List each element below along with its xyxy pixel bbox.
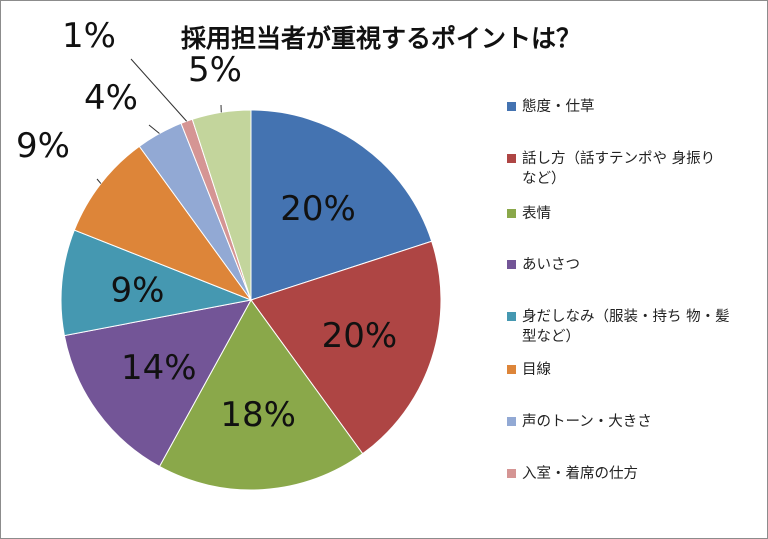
- slice-label: 14%: [121, 348, 197, 388]
- pie-slice: [63, 299, 252, 468]
- legend-item: 身だしなみ（服装・持ち 物・髪 型など）: [507, 307, 762, 347]
- legend-label: 身だしなみ（服装・持ち 物・髪 型など）: [522, 309, 730, 345]
- legend-swatch: [507, 209, 516, 218]
- legend-swatch: [507, 154, 516, 163]
- legend-item: 目線: [507, 360, 762, 380]
- slice-label: 20%: [322, 316, 398, 356]
- legend-swatch: [507, 260, 516, 269]
- leader-line: [96, 178, 102, 184]
- legend-label: 話し方（話すテンポや 身振り など）: [522, 151, 716, 187]
- legend-label: 表情: [522, 206, 551, 222]
- legend-label: 態度・仕草: [522, 99, 595, 115]
- legend-item: 声のトーン・大きさ: [507, 412, 762, 432]
- legend-label: 入室・着席の仕方: [522, 466, 638, 482]
- chart-title: 採用担当者が重視するポイントは？: [181, 24, 581, 53]
- pie-slice: [73, 145, 253, 302]
- leader-line: [130, 58, 188, 122]
- slice-label: 4%: [84, 78, 138, 118]
- slice-label: 1%: [62, 16, 116, 56]
- slice-label: 18%: [220, 395, 296, 435]
- legend-item: 話し方（話すテンポや 身振り など）: [507, 149, 762, 189]
- legend-swatch: [507, 312, 516, 321]
- slice-label: 5%: [188, 50, 242, 90]
- pie-slice: [60, 229, 253, 337]
- legend: 態度・仕草話し方（話すテンポや 身振り など） 表情あいさつ身だしなみ（服装・持ち …: [507, 1, 762, 521]
- pie-slice: [250, 240, 442, 455]
- legend-label: 声のトーン・大きさ: [522, 414, 652, 430]
- legend-swatch: [507, 469, 516, 478]
- legend-label: 目線: [522, 362, 551, 378]
- legend-item: 表情: [507, 204, 762, 224]
- leader-line: [148, 124, 160, 134]
- legend-item: あいさつ: [507, 255, 762, 275]
- slice-label: 9%: [111, 270, 165, 310]
- legend-swatch: [507, 365, 516, 374]
- slice-label: 9%: [16, 126, 70, 166]
- legend-swatch: [507, 417, 516, 426]
- pie-slice: [250, 109, 433, 301]
- legend-item: 態度・仕草: [507, 97, 762, 117]
- pie-slice: [158, 299, 364, 491]
- legend-label: あいさつ: [522, 257, 580, 273]
- slice-label: 20%: [280, 189, 356, 229]
- legend-swatch: [507, 102, 516, 111]
- legend-item: 入室・着席の仕方: [507, 464, 762, 484]
